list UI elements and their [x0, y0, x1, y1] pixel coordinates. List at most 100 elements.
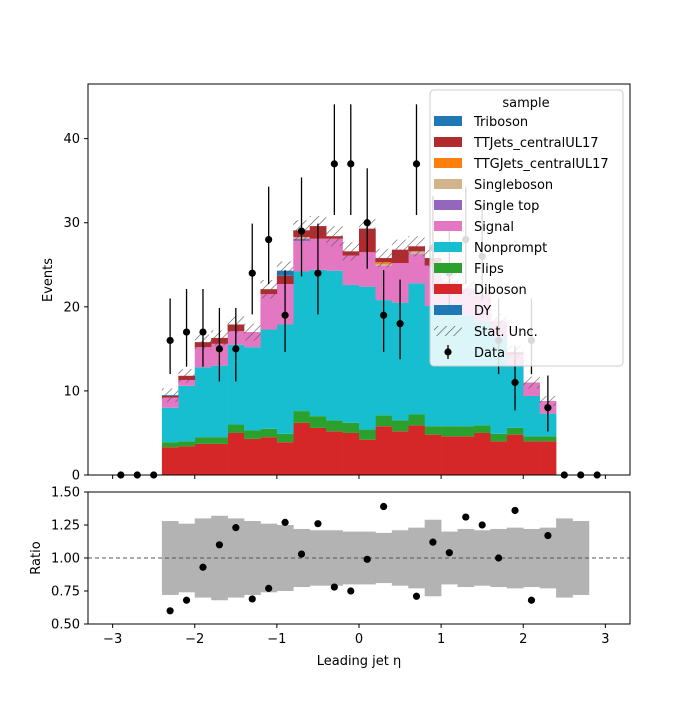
stat-unc-22 — [523, 376, 540, 389]
bar-diboson-8 — [293, 422, 311, 475]
bar-diboson-5 — [244, 438, 261, 475]
legend-marker — [444, 348, 452, 356]
ratio-band-bin — [309, 530, 327, 586]
bar-flips-7 — [276, 433, 294, 443]
legend-swatch — [434, 116, 462, 126]
ratio-point — [380, 502, 388, 511]
ratio-band-bin — [260, 523, 278, 593]
stat-unc-14 — [391, 239, 409, 260]
stat-unc-13 — [375, 248, 392, 268]
ratio-band-bin — [161, 521, 179, 595]
y-tick-label: 30 — [63, 216, 80, 231]
bar-diboson-20 — [490, 441, 508, 475]
stat-unc-15 — [408, 236, 425, 257]
x-tick-label: 2 — [519, 632, 527, 647]
data-point — [166, 298, 174, 375]
data-point — [215, 307, 223, 382]
data-point — [297, 177, 306, 277]
ratio-y-axis-label: Ratio — [29, 541, 44, 574]
ratio-point — [297, 550, 306, 558]
legend-box — [429, 89, 624, 367]
series-flips — [161, 411, 557, 448]
data-point — [248, 223, 256, 315]
data-point — [347, 104, 355, 216]
legend-label: Triboson — [473, 115, 528, 130]
data-point — [182, 288, 191, 367]
y-tick-label: 20 — [63, 300, 80, 315]
ratio-point — [511, 506, 519, 515]
ratio-point — [527, 596, 536, 604]
ratio-point — [199, 563, 207, 571]
stat-unc-11 — [342, 242, 359, 261]
bar-signal-1 — [178, 379, 196, 386]
ratio-point — [232, 524, 240, 532]
ratio-point — [412, 592, 421, 600]
bar-diboson-2 — [194, 443, 212, 475]
data-point — [232, 307, 240, 382]
data-marker — [265, 235, 273, 244]
bar-flips-16 — [424, 426, 442, 435]
bar-diboson-4 — [227, 432, 245, 475]
x-tick-label: −2 — [185, 632, 204, 647]
bar-diboson-15 — [408, 425, 425, 475]
bar-diboson-19 — [473, 432, 491, 475]
y-tick-label: 1.25 — [51, 519, 80, 534]
data-marker — [199, 328, 207, 336]
ratio-point — [462, 513, 470, 521]
stat-unc-5 — [244, 323, 261, 341]
bar-nonprompt-5 — [244, 347, 261, 431]
main-y-ticks: 0 10 20 30 40 — [63, 132, 88, 484]
ratio-points — [166, 502, 552, 615]
data-marker — [330, 160, 338, 168]
data-point — [363, 168, 371, 269]
legend-item-nonprompt: Nonprompt — [434, 241, 547, 256]
bar-flips-13 — [375, 415, 393, 427]
ratio-point — [248, 595, 256, 603]
data-point — [330, 104, 338, 216]
y-tick-label: 10 — [63, 384, 80, 399]
legend-item-ttgjets-centralul17: TTGJets_centralUL17 — [434, 157, 609, 172]
bar-flips-21 — [506, 427, 524, 435]
bar-diboson-6 — [260, 437, 278, 475]
stat-unc-1 — [178, 369, 195, 383]
bar-diboson-13 — [375, 426, 393, 475]
stat-unc-0 — [161, 388, 179, 402]
bar-nonprompt-11 — [342, 284, 360, 423]
data-marker — [380, 311, 388, 319]
bar-diboson-22 — [523, 441, 540, 475]
bar-flips-1 — [178, 441, 196, 447]
bar-signal-12 — [359, 252, 376, 287]
bar-nonprompt-1 — [178, 385, 196, 442]
bar-diboson-16 — [424, 434, 442, 475]
legend-label: DY — [474, 304, 491, 319]
ratio-plot-panel: −3 −2 −1 0 1 2 3 0.50 0.75 1.00 1.25 1.50 Ratio Le… — [29, 486, 631, 669]
bar-nonprompt-4 — [227, 344, 245, 425]
bar-flips-12 — [359, 429, 376, 440]
bar-nonprompt-10 — [326, 270, 343, 421]
bar-flips-3 — [211, 437, 228, 444]
legend-swatch — [434, 221, 462, 231]
legend-swatch — [434, 179, 462, 189]
bar-nonprompt-8 — [293, 271, 311, 412]
ratio-point — [429, 538, 437, 546]
bar-diboson-10 — [326, 431, 343, 475]
ratio-band-bin — [539, 527, 557, 589]
series-diboson — [161, 422, 557, 475]
bar-flips-18 — [457, 426, 475, 437]
stat-unc-6 — [260, 279, 277, 299]
data-marker — [412, 160, 421, 168]
legend-swatch — [434, 158, 462, 168]
legend-label: Nonprompt — [474, 241, 547, 256]
legend-swatch — [434, 200, 462, 210]
bar-signal-10 — [326, 238, 343, 271]
data-marker — [511, 378, 519, 387]
data-point — [380, 270, 388, 352]
data-marker — [297, 227, 306, 235]
data-marker — [281, 311, 289, 319]
legend-item-ttjets-centralul17: TTJets_centralUL17 — [434, 136, 599, 151]
bar-signal-6 — [260, 294, 278, 330]
data-point — [281, 270, 289, 352]
ratio-point — [182, 596, 191, 604]
